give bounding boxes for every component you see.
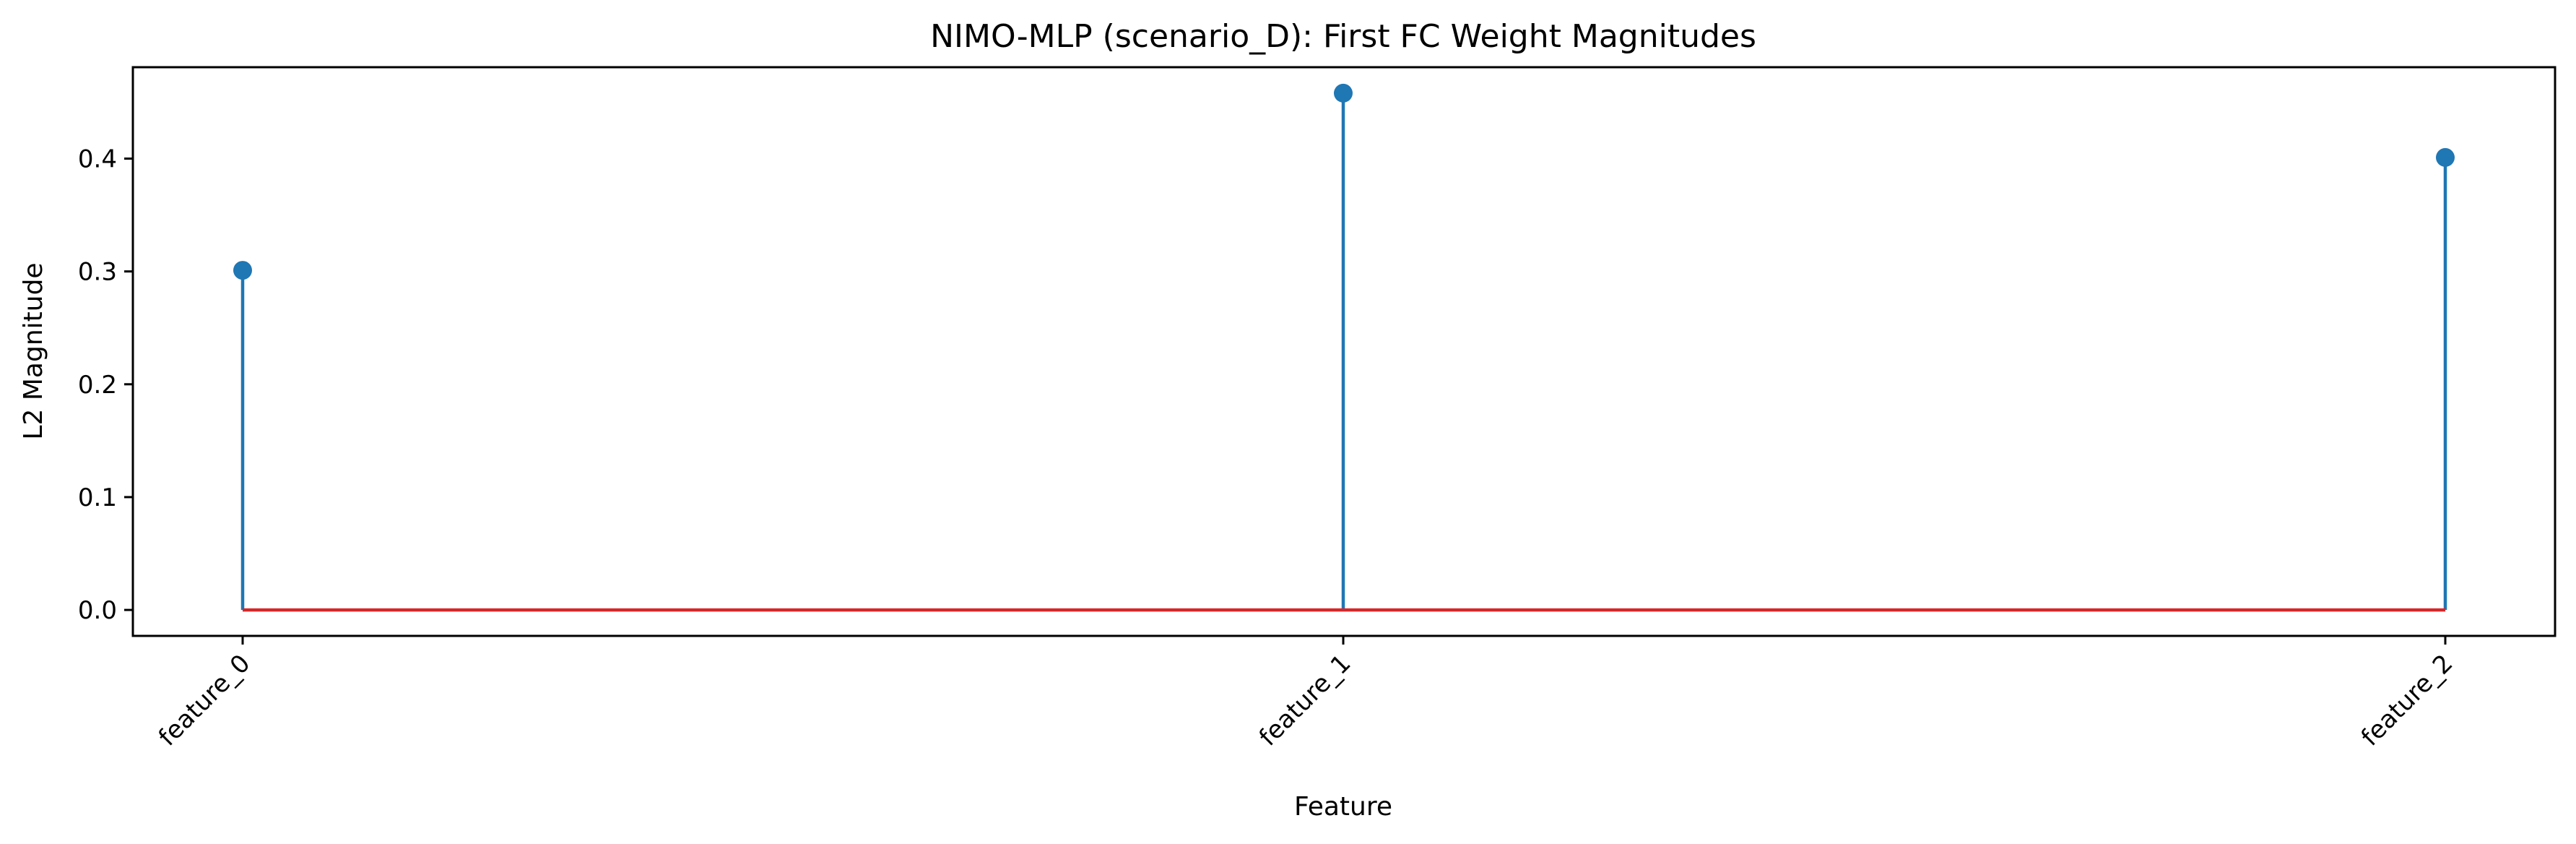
plot-frame xyxy=(131,66,2557,637)
chart-title: NIMO-MLP (scenario_D): First FC Weight M… xyxy=(930,18,1756,55)
x-axis-label: Feature xyxy=(1294,792,1392,822)
y-tick-label: 0.0 xyxy=(78,596,117,625)
stem-series xyxy=(240,92,2447,611)
stem-marker xyxy=(1334,83,1353,103)
y-tick-label: 0.4 xyxy=(78,145,117,173)
stem-markers xyxy=(233,83,2455,280)
y-tick-label: 0.3 xyxy=(78,258,117,287)
y-axis-ticks: 0.0 0.1 0.2 0.3 0.4 xyxy=(78,145,133,625)
x-axis-ticks: feature_0 feature_1 feature_2 xyxy=(153,636,2458,752)
stem-marker xyxy=(2436,147,2455,167)
x-tick-label: feature_2 xyxy=(2356,649,2458,752)
x-tick-label: feature_1 xyxy=(1254,649,1356,752)
x-tick-label: feature_0 xyxy=(153,649,256,752)
y-tick-label: 0.2 xyxy=(78,371,117,400)
y-tick-label: 0.1 xyxy=(78,483,117,512)
stem-marker xyxy=(233,261,252,280)
y-axis-label: L2 Magnitude xyxy=(19,262,48,439)
